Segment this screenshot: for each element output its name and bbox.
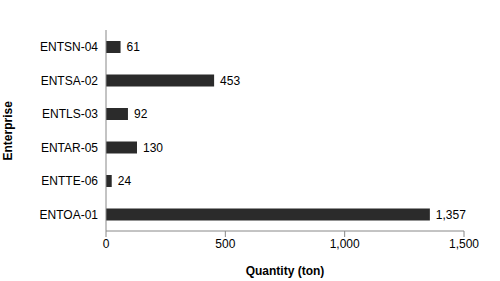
svg-text:ENTTE-06: ENTTE-06 (41, 174, 98, 188)
svg-text:ENTLS-03: ENTLS-03 (42, 107, 98, 121)
svg-text:ENTSN-04: ENTSN-04 (40, 40, 98, 54)
svg-text:92: 92 (134, 107, 148, 121)
svg-text:Enterprise: Enterprise (8, 101, 15, 161)
svg-text:1,357: 1,357 (436, 208, 466, 222)
svg-text:ENTSA-02: ENTSA-02 (41, 74, 99, 88)
svg-text:453: 453 (220, 74, 240, 88)
svg-text:Quantity (ton): Quantity (ton) (246, 264, 325, 278)
svg-text:1,000: 1,000 (330, 237, 360, 251)
svg-text:1,500: 1,500 (449, 237, 479, 251)
svg-text:ENTOA-01: ENTOA-01 (40, 208, 99, 222)
svg-text:0: 0 (103, 237, 110, 251)
svg-text:24: 24 (118, 174, 132, 188)
svg-text:500: 500 (215, 237, 235, 251)
svg-text:61: 61 (127, 40, 141, 54)
svg-text:ENTAR-05: ENTAR-05 (41, 141, 98, 155)
svg-text:130: 130 (143, 141, 163, 155)
